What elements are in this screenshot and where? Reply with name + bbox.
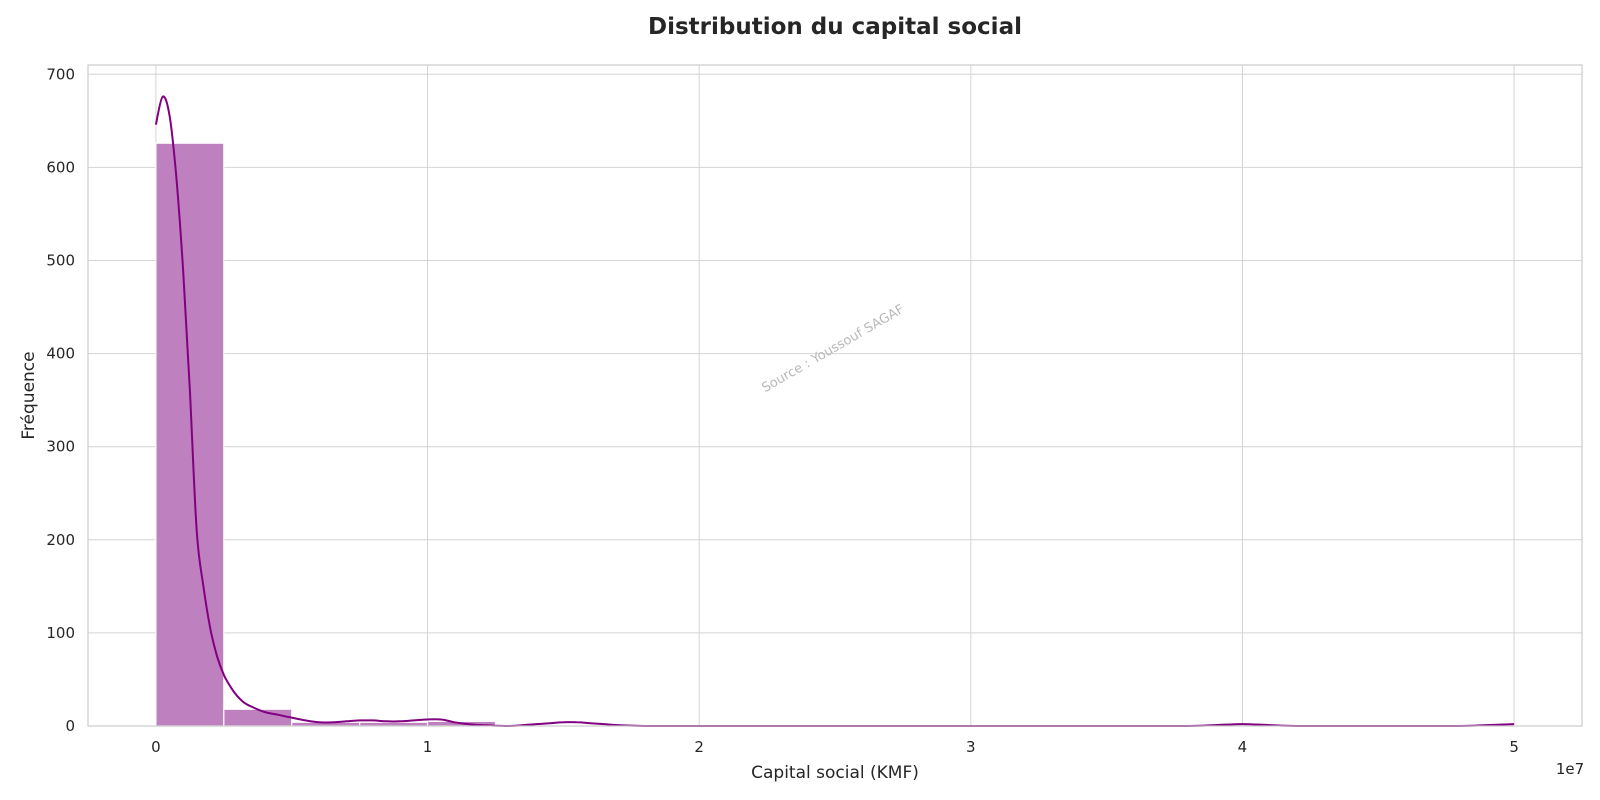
watermark-text: Source : Youssouf SAGAF [759, 302, 907, 396]
y-tick-label: 600 [46, 158, 75, 176]
y-axis-label: Fréquence [19, 351, 39, 439]
x-tick-label: 2 [694, 738, 704, 756]
x-axis-offset-label: 1e7 [1556, 760, 1584, 778]
x-tick-label: 4 [1238, 738, 1248, 756]
kde-curve [154, 95, 1515, 728]
x-axis-label: Capital social (KMF) [751, 763, 919, 783]
grid-lines [88, 65, 1582, 727]
y-tick-label: 200 [46, 531, 75, 549]
y-tick-label: 700 [46, 65, 75, 83]
x-tick-label: 5 [1509, 738, 1519, 756]
histogram-bar [155, 142, 225, 727]
histogram-bar [223, 708, 293, 727]
x-tick-label: 0 [151, 738, 161, 756]
histogram-bars [155, 142, 1515, 727]
y-axis-ticks: 0 100 200 300 400 500 600 700 [46, 65, 75, 735]
x-tick-label: 3 [966, 738, 976, 756]
plot-frame [87, 64, 1583, 727]
y-tick-label: 500 [46, 252, 75, 270]
y-tick-label: 400 [46, 345, 75, 363]
y-tick-label: 300 [46, 438, 75, 456]
chart-title: Distribution du capital social [648, 14, 1022, 40]
y-tick-label: 0 [65, 717, 75, 735]
x-tick-label: 1 [423, 738, 433, 756]
x-axis-ticks: 0 1 2 3 4 5 [151, 738, 1519, 756]
y-tick-label: 100 [46, 624, 75, 642]
